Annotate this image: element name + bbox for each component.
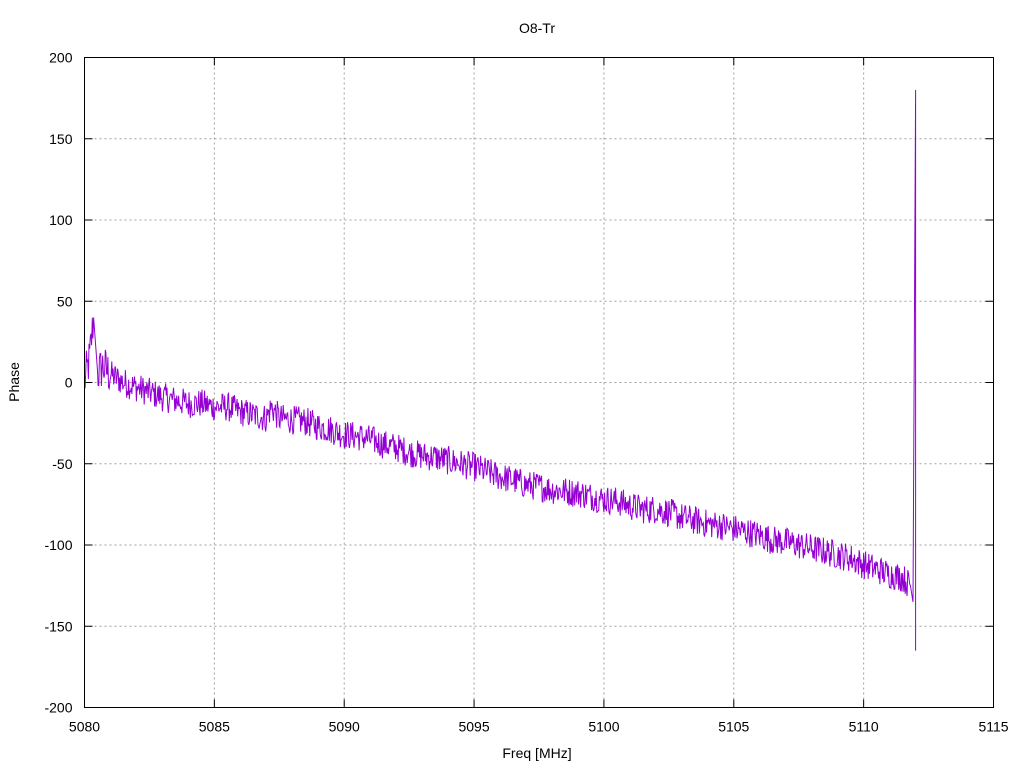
y-axis-title: Phase: [6, 362, 22, 402]
x-tick-label: 5095: [458, 719, 489, 735]
y-tick-label: -150: [44, 618, 72, 634]
y-tick-label: 50: [57, 293, 73, 309]
x-tick-label: 5105: [718, 719, 749, 735]
x-tick-label: 5115: [978, 719, 1008, 735]
x-tick-labels: 5080 5085 5090 5095 5100 5105 5110 5115: [69, 719, 1009, 735]
plot-frame: [84, 57, 994, 708]
x-tick-label: 5085: [199, 719, 230, 735]
x-tick-label: 5090: [329, 719, 360, 735]
y-tick-label: 200: [49, 50, 73, 66]
y-tick-labels: -200 -150 -100 -50 0 50 100 150 200: [44, 50, 72, 716]
y-tick-label: 100: [49, 212, 73, 228]
x-tick-label: 5110: [849, 719, 879, 735]
series-layer: [84, 89, 917, 651]
phase-series-line: [84, 89, 917, 651]
x-tick-label: 5080: [69, 719, 100, 735]
y-tick-label: -100: [44, 537, 72, 553]
grid-lines: [84, 57, 994, 708]
y-tick-label: -200: [44, 700, 72, 716]
chart-title: O8-Tr: [519, 20, 555, 36]
y-tick-label: 150: [49, 131, 73, 147]
y-tick-label: -50: [52, 456, 72, 472]
y-tick-label: 0: [65, 375, 73, 391]
x-axis-title: Freq [MHz]: [502, 745, 571, 761]
x-tick-label: 5100: [588, 719, 619, 735]
